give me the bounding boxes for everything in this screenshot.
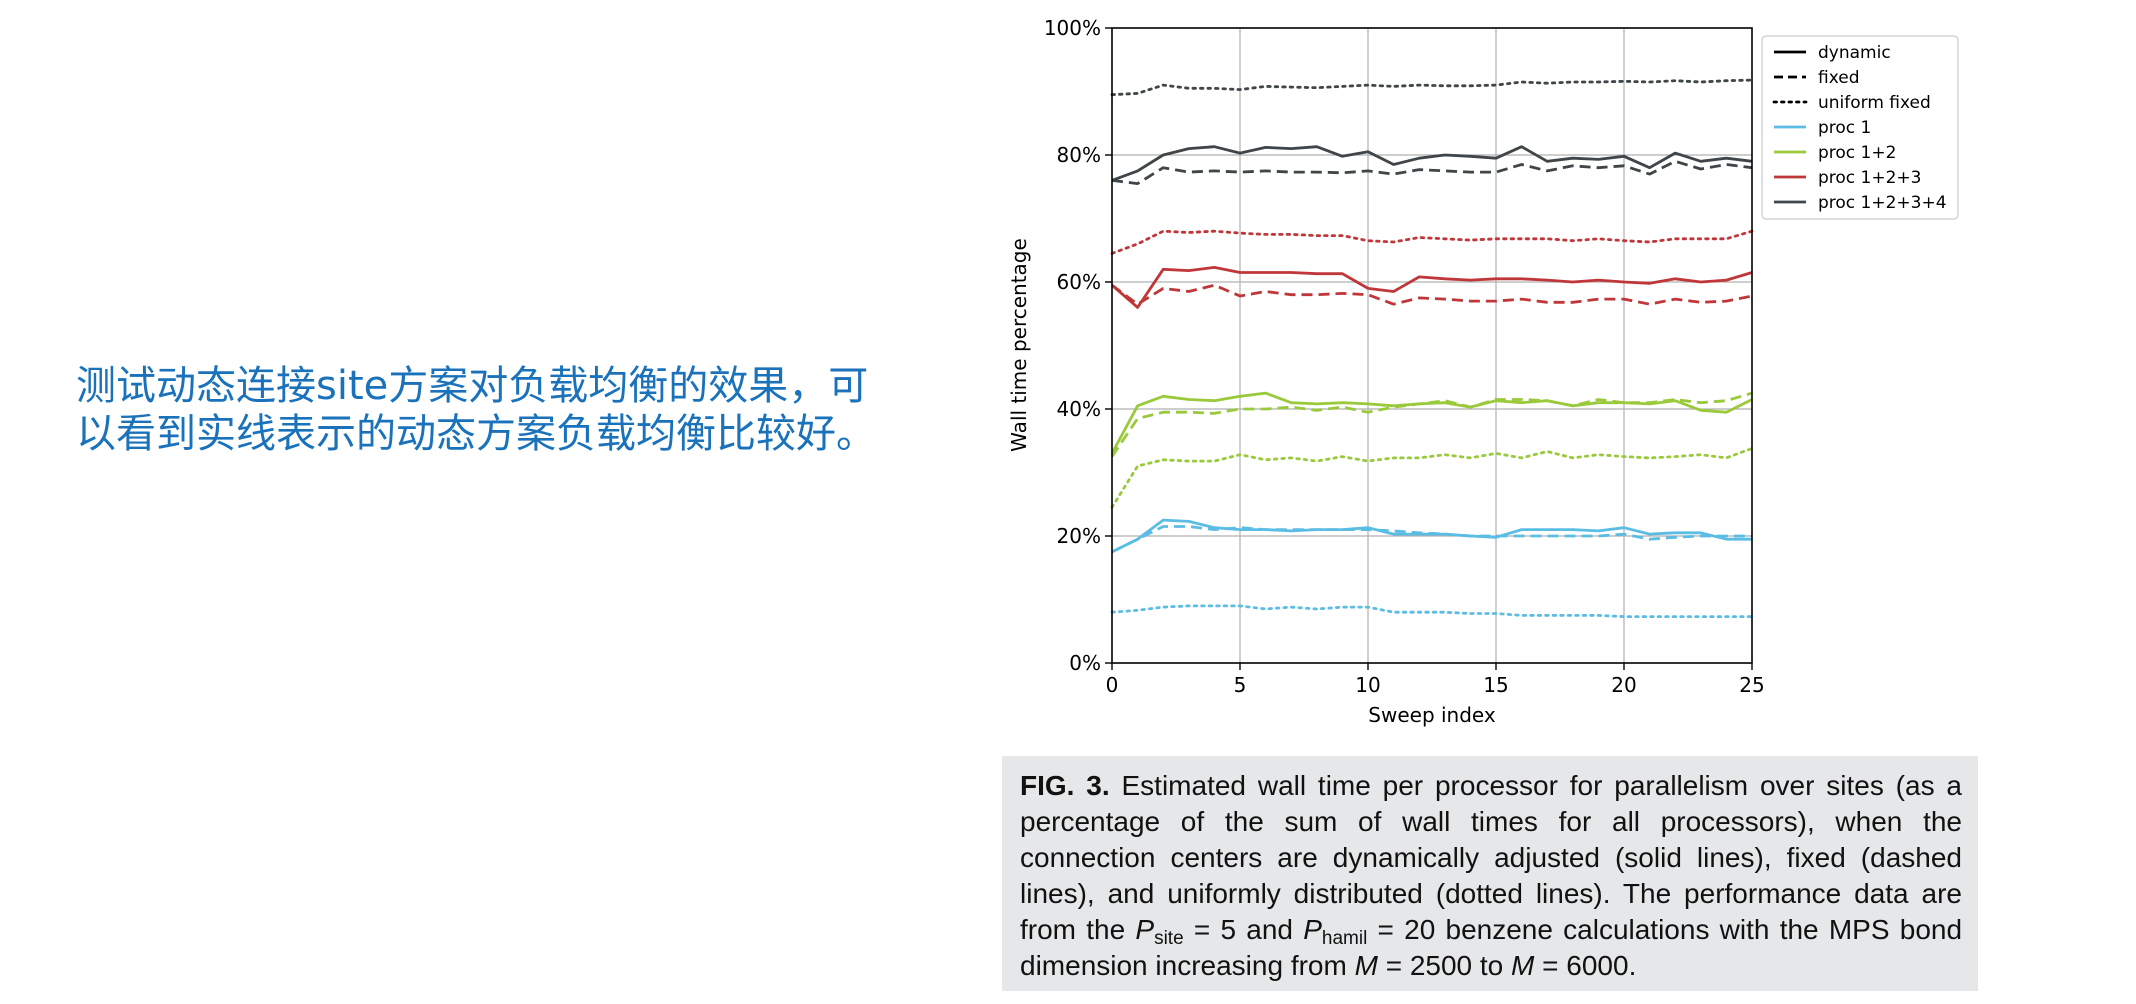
legend-label: proc 1+2+3+4 [1818,193,1947,213]
series-line-proc-1-2-dashed [1110,391,1753,458]
legend-label: proc 1+2 [1818,143,1896,163]
caption-p-site-eq: = 5 and [1193,914,1293,945]
grid [1112,28,1752,663]
legend-label: fixed [1818,68,1860,88]
legend: dynamic fixed uniform fixed proc 1 proc 1+2 p… [1761,35,1959,220]
line-chart: 0 5 10 15 20 25 0% 20% 40% 60% 80% 100% Sweep index… [1007,16,1959,727]
caption-m-end-symbol: M [1511,950,1535,981]
x-tick-label: 0 [1106,673,1119,697]
axis-ticks: 0 5 10 15 20 25 0% 20% 40% 60% 80% 100% [1044,16,1765,697]
y-axis-label: Wall time percentage [1007,238,1031,452]
caption-p-hamil-symbol: P [1303,914,1322,945]
series-line-proc-1-2-3-solid [1111,265,1753,309]
caption-p-hamil-sub: hamil [1321,928,1368,949]
caption-p-hamil-eq: = 20 benzene calculations with the MPS b… [1020,914,1963,981]
figure-caption: FIG. 3. Estimated wall time per processo… [1002,756,1978,991]
series-line-proc-1-2-3-4-dashed [1111,159,1753,186]
legend-box [1761,35,1959,220]
legend-label: proc 1+2+3 [1818,168,1922,188]
caption-p-site-sub: site [1154,928,1184,949]
series-line-proc-1-2-3-dotted [1110,229,1754,255]
plot-frame [1111,27,1753,664]
x-tick-label: 15 [1483,673,1508,697]
x-tick-label: 10 [1355,673,1380,697]
y-tick-label: 0% [1069,651,1101,675]
series-line-proc-1-dotted [1110,604,1754,618]
series-line-proc-1-2-3-4-dotted [1110,78,1754,97]
y-tick-label: 60% [1057,270,1101,294]
slide-text-line-2: 以看到实线表示的动态方案负载均衡比较好。 [76,411,876,457]
series-line-proc-1-2-3-4-solid [1111,145,1753,182]
caption-fig-label: FIG. 3. [1020,770,1110,801]
caption-m-end-eq: = 6000. [1542,950,1637,981]
caption-m-start-symbol: M [1354,950,1378,981]
legend-label: uniform fixed [1818,93,1931,113]
caption-text: Estimated wall time per processor for pa… [1020,770,1962,945]
y-tick-label: 20% [1057,524,1101,548]
y-tick-label: 100% [1044,16,1101,40]
series-lines [1110,78,1754,618]
x-tick-label: 20 [1611,673,1636,697]
x-axis-label: Sweep index [1368,703,1496,727]
series-line-proc-1-dashed [1111,525,1752,554]
y-tick-label: 80% [1057,143,1101,167]
x-tick-label: 25 [1739,673,1764,697]
slide-text-line-1: 测试动态连接site方案对负载均衡的效果，可 [76,363,869,409]
caption-m-start-eq: = 2500 to [1385,950,1504,981]
x-tick-label: 5 [1234,673,1247,697]
series-line-proc-1-2-3-dashed [1111,283,1753,306]
legend-label: dynamic [1818,43,1891,63]
series-line-proc-1-2-dotted [1110,446,1754,509]
y-tick-label: 40% [1057,397,1101,421]
caption-p-site-symbol: P [1135,914,1155,945]
legend-label: proc 1 [1818,118,1871,138]
slide-text: 测试动态连接site方案对负载均衡的效果，可 以看到实线表示的动态方案负载均衡比… [76,362,936,458]
